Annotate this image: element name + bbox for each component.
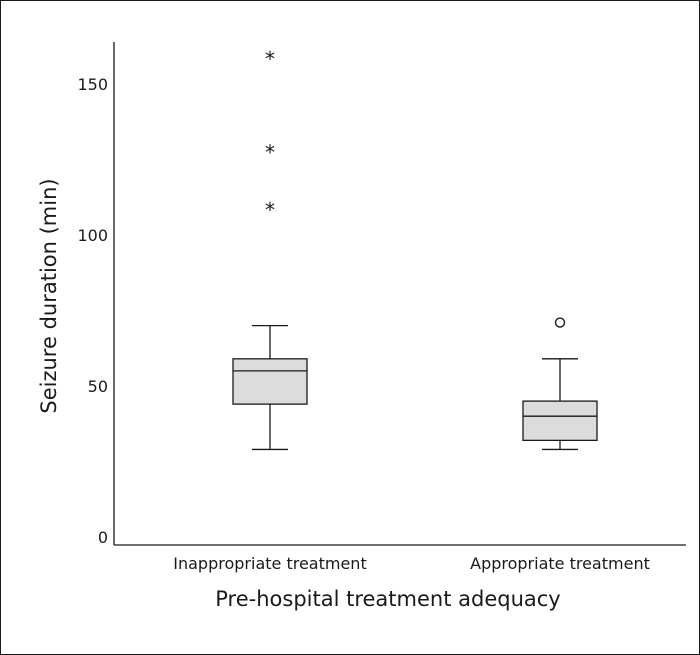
box-group [522,317,598,451]
outlier-point [554,317,566,328]
x-axis-title: Pre-hospital treatment adequacy [215,587,560,611]
y-tick-label: 0 [98,528,108,547]
box-group: * * * [232,47,308,451]
extreme-point: * [265,198,275,222]
y-tick-label: 50 [88,377,108,396]
y-tick-label: 150 [77,75,108,94]
x-category-labels: Inappropriate treatment Appropriate treat… [173,554,650,573]
iqr-box [522,400,598,442]
iqr-box [232,358,308,405]
y-axis-title: Seizure duration (min) [37,178,61,413]
y-tick-labels: 0 50 100 150 [77,75,108,547]
box-series: * * * [232,47,598,451]
y-tick-label: 100 [77,226,108,245]
extreme-point: * [265,47,275,71]
x-category-label: Appropriate treatment [470,554,650,573]
extreme-point: * [265,140,275,164]
x-category-label: Inappropriate treatment [173,554,366,573]
